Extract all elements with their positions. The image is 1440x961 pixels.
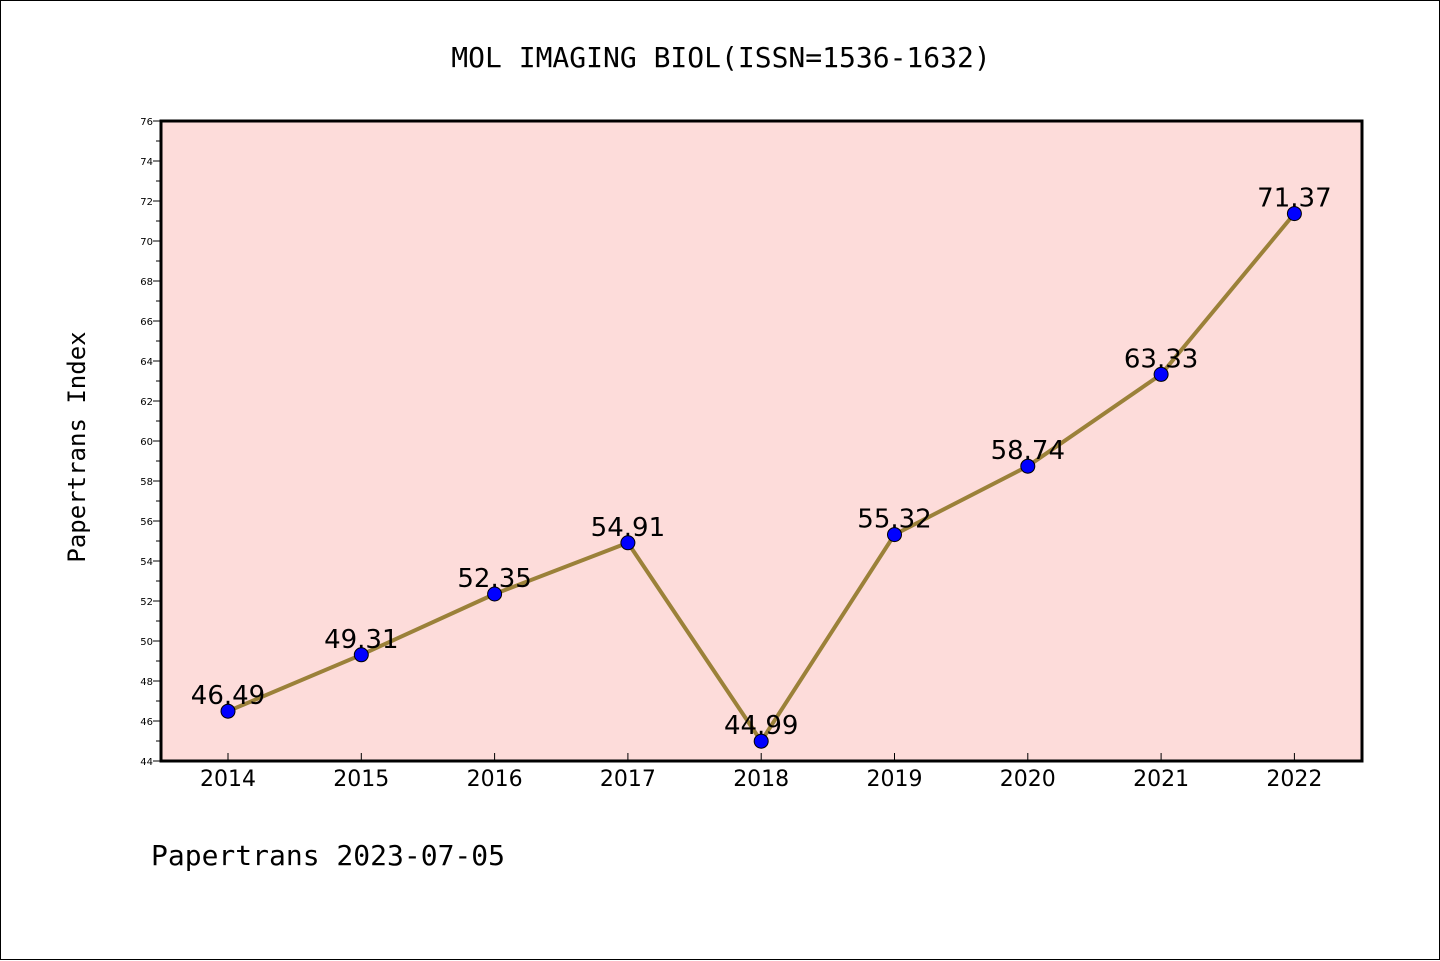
y-tick-label: 54 (140, 557, 153, 568)
data-point-marker (1286, 206, 1302, 222)
x-tick-label: 2018 (733, 767, 789, 792)
data-label: 55.32 (857, 505, 931, 535)
y-tick-label: 48 (140, 677, 153, 688)
y-tick-label: 60 (140, 437, 153, 448)
x-tick-label: 2016 (467, 767, 523, 792)
y-tick-label: 76 (140, 117, 153, 128)
y-tick-label: 56 (140, 517, 153, 528)
x-tick-label: 2022 (1266, 767, 1322, 792)
y-tick-label: 66 (140, 317, 153, 328)
data-point-marker (220, 703, 236, 719)
y-tick-label: 58 (140, 477, 153, 488)
data-label: 54.91 (591, 513, 665, 543)
data-point-marker (887, 527, 902, 543)
data-label: 58.74 (991, 436, 1065, 466)
x-tick-label: 2014 (200, 767, 256, 792)
data-point-marker (353, 647, 369, 663)
data-label: 49.31 (324, 625, 398, 655)
y-tick-label: 68 (140, 277, 153, 288)
y-tick-label: 72 (140, 197, 153, 208)
data-points (220, 206, 1302, 749)
y-tick-label: 64 (140, 357, 153, 368)
y-tick-label: 74 (140, 157, 153, 168)
x-tick-label: 2021 (1133, 767, 1189, 792)
y-tick-label: 62 (140, 397, 153, 408)
x-tick-label: 2015 (333, 767, 389, 792)
data-label: 44.99 (724, 711, 798, 741)
data-label: 63.33 (1124, 344, 1198, 374)
data-labels: 46.49 49.31 52.35 54.91 44.99 55.32 58.74 63.33… (191, 184, 1332, 742)
y-tick-label: 44 (140, 757, 153, 768)
data-label: 71.37 (1257, 184, 1331, 214)
plot-border (159, 119, 1364, 763)
chart-title: MOL IMAGING BIOL(ISSN=1536-1632) (451, 41, 990, 74)
y-tick-label: 50 (140, 637, 153, 648)
x-tick-label: 2019 (867, 767, 923, 792)
data-label: 52.35 (457, 564, 531, 594)
y-axis-label: Papertrans Index (63, 331, 91, 562)
y-tick-label: 52 (140, 597, 153, 608)
y-tick-label: 46 (140, 717, 153, 728)
data-point-marker (753, 733, 769, 749)
y-axis-ticks: 44 46 48 50 52 54 56 58 60 62 64 66 68 70 72 74 76 (140, 117, 161, 768)
x-axis-ticks: 2014 2015 2016 2017 2018 2019 2020 2021 2022 (200, 753, 1322, 792)
data-point-marker (620, 535, 636, 551)
y-tick-label: 70 (140, 237, 153, 248)
x-tick-label: 2017 (600, 767, 656, 792)
data-point-marker (487, 586, 503, 602)
data-point-marker (1153, 366, 1169, 382)
footer-caption: Papertrans 2023-07-05 (151, 839, 505, 872)
data-label: 46.49 (191, 681, 265, 711)
x-tick-label: 2020 (1000, 767, 1056, 792)
data-point-marker (1020, 458, 1036, 474)
